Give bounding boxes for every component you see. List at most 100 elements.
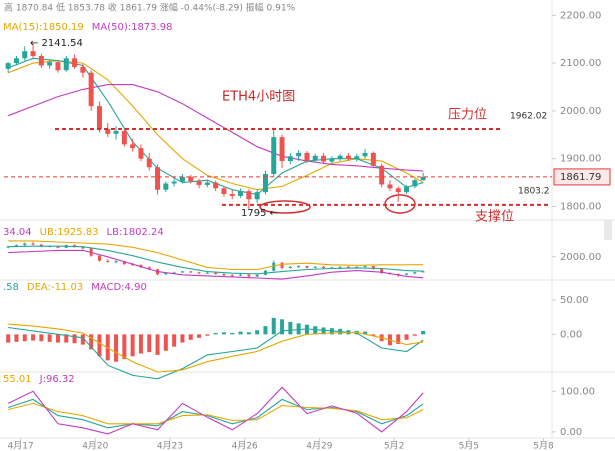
candle-body (404, 186, 410, 193)
candle-body (14, 245, 18, 247)
candle-body (106, 260, 110, 262)
candle-body (305, 266, 309, 268)
macd-bar (6, 334, 11, 343)
candle-body (346, 266, 350, 268)
candle-body (380, 268, 384, 274)
macd-bar (230, 332, 235, 335)
macd-bar (122, 334, 127, 359)
macd-bar (163, 334, 168, 351)
x-tick-label: 4月23 (157, 441, 183, 451)
candle-body (38, 55, 44, 66)
candle-body (121, 130, 127, 145)
candle-body (296, 152, 302, 157)
indicator-legend: 55.01 (3, 374, 32, 385)
indicator-legend: MA(50):1873.98 (92, 22, 173, 33)
candle-body (171, 181, 177, 184)
candle-body (370, 152, 376, 166)
candle-body (362, 152, 368, 157)
candle-body (72, 58, 78, 67)
candle-body (196, 181, 202, 185)
candle-body (280, 262, 284, 268)
candle-body (197, 272, 201, 274)
candle-body (272, 262, 276, 271)
candle-body (97, 255, 101, 261)
candle-body (255, 274, 259, 277)
macd-bar (246, 332, 251, 335)
level-value: 1962.02 (510, 112, 547, 122)
candle-body (180, 271, 184, 273)
macd-bar (138, 334, 143, 354)
macd-bar (271, 317, 276, 335)
candle-body (229, 194, 235, 196)
x-tick-label: 4月17 (8, 441, 34, 451)
indicator-line (8, 240, 424, 271)
price-header: 高 1870.84 低 1853.78 收 1861.79 涨幅 -0.44%(… (4, 2, 296, 14)
level-value: 1803.2 (518, 186, 550, 196)
candle-body (271, 137, 277, 174)
candle-body (330, 267, 334, 269)
candle-body (363, 266, 367, 268)
y-tick-label: 2100.00 (560, 58, 601, 69)
candle-body (30, 51, 36, 56)
macd-bar (14, 334, 19, 342)
x-tick-label: 4月20 (82, 441, 108, 451)
candle-body (63, 58, 69, 71)
candle-body (312, 155, 318, 161)
indicator-legend: LB:1802.24 (107, 227, 164, 238)
candle-body (80, 66, 86, 73)
candle-body (130, 144, 136, 149)
scroll-handle[interactable] (604, 220, 612, 240)
candle-body (405, 273, 409, 275)
indicator-line (8, 84, 424, 172)
x-tick-label: 5月2 (384, 441, 404, 451)
macd-bar (205, 334, 210, 336)
candle-body (379, 165, 385, 185)
x-tick-label: 5月5 (459, 441, 479, 451)
candle-body (345, 155, 351, 160)
macd-bar (188, 334, 193, 340)
macd-bar (371, 334, 376, 336)
candle-body (322, 266, 326, 269)
macd-bar (64, 334, 69, 343)
candle-body (238, 191, 244, 196)
x-tick-label: 5月8 (533, 441, 554, 451)
candle-body (287, 156, 293, 162)
candle-body (354, 156, 360, 160)
macd-bar (147, 334, 152, 353)
candle-body (172, 272, 176, 274)
macd-bar (255, 330, 260, 335)
y-tick-label: 2000.00 (560, 106, 601, 117)
candle-body (105, 129, 111, 134)
macd-bar (288, 322, 293, 335)
candle-body (338, 266, 342, 268)
candle-body (6, 246, 10, 248)
candle-body (337, 155, 343, 159)
indicator-legend: 34.04 (3, 227, 32, 238)
candle-body (254, 192, 260, 200)
indicator-line (8, 323, 424, 373)
indicator-legend: MACD:4.90 (91, 282, 147, 293)
candle-body (155, 167, 161, 190)
candle-body (239, 274, 243, 276)
low-note: 1795 ← (241, 208, 278, 219)
indicator-line (8, 326, 424, 380)
candle-body (371, 266, 375, 269)
macd-bar (39, 334, 44, 342)
macd-bar (114, 334, 119, 362)
indicator-legend: MA(15):1850.19 (3, 22, 84, 33)
candle-body (304, 152, 310, 161)
candle-body (204, 182, 210, 185)
indicator-line (8, 402, 424, 425)
macd-bar (172, 334, 177, 347)
x-tick-label: 4月26 (232, 441, 258, 451)
candle-body (56, 245, 60, 248)
candle-body (31, 243, 35, 245)
highlight-circle (259, 200, 311, 214)
macd-bar (421, 330, 426, 335)
macd-bar (238, 331, 243, 335)
candle-body (214, 272, 218, 274)
macd-bar (80, 334, 85, 345)
macd-bar (72, 334, 77, 344)
